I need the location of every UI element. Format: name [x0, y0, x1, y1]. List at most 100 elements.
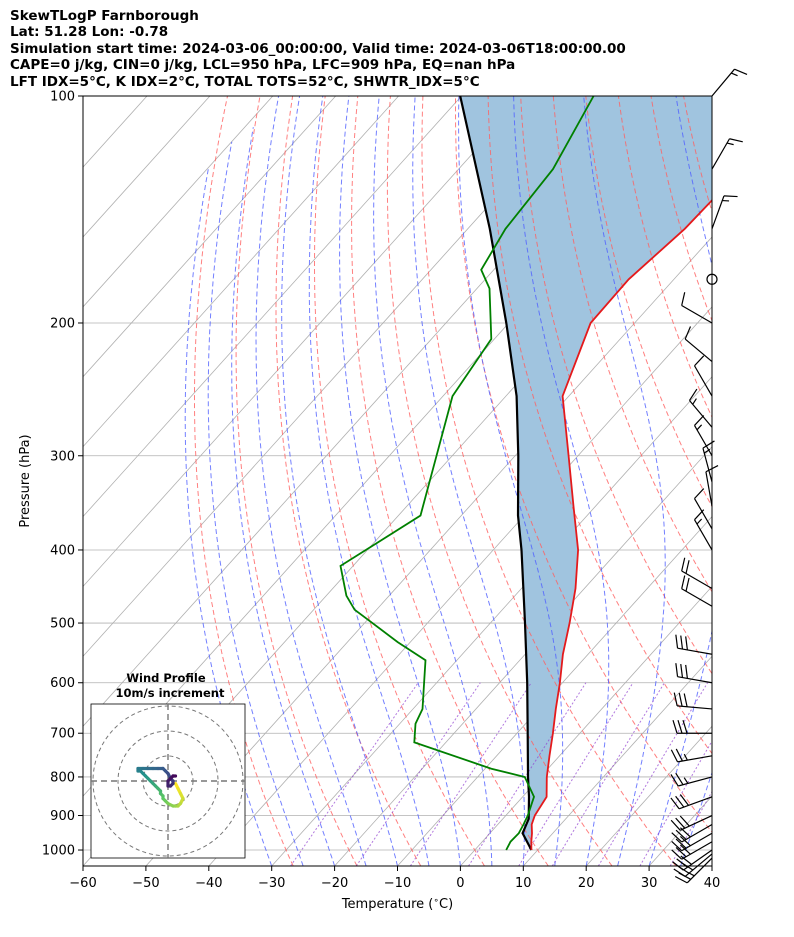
moist-adiabat: [339, 96, 461, 866]
dry-adiabat: [781, 96, 794, 866]
wind-barb: [681, 292, 713, 324]
moist-adiabat: [281, 96, 398, 866]
isotherm-line: [83, 96, 588, 657]
wind-barb: [675, 634, 713, 655]
cape-cin-fill: [460, 96, 712, 850]
y-tick-label: 600: [50, 676, 75, 691]
mixing-ratio-line: [409, 682, 532, 866]
wind-barb: [702, 440, 715, 483]
mixing-ratio-line: [669, 790, 712, 866]
x-axis-label: Temperature (∘C): [341, 896, 453, 912]
x-tick-label: −40: [195, 876, 222, 891]
wind-barb: [671, 832, 713, 852]
wind-barb: [705, 465, 719, 507]
x-tick-label: −50: [132, 876, 159, 891]
moist-adiabat: [184, 169, 273, 866]
isotherm-line: [585, 725, 712, 866]
cape-area: [460, 96, 712, 850]
y-tick-label: 200: [50, 316, 75, 331]
moist-adiabat: [513, 96, 610, 866]
wind-barb: [706, 273, 718, 285]
wind-barb: [711, 195, 738, 229]
wind-barb: [670, 772, 713, 787]
dry-adiabat: [585, 96, 712, 508]
chart-header: SkewTLogP Farnborough Lat: 51.28 Lon: -0…: [10, 8, 626, 90]
isotherm-line: [271, 376, 712, 866]
wind-barb: [681, 557, 713, 590]
wind-barbs: [670, 68, 748, 884]
mixing-ratio-line: [355, 682, 481, 866]
mixing-ratio-line: [597, 682, 709, 866]
wind-barb: [711, 68, 748, 97]
dry-adiabat: [194, 96, 294, 866]
adiabat-lines: [184, 96, 794, 866]
wind-barb: [693, 355, 713, 397]
moist-adiabat: [207, 141, 304, 866]
x-tick-label: −60: [69, 876, 96, 891]
isotherm-line: [83, 96, 525, 588]
wind-barb: [688, 388, 713, 428]
dewpoint-profile-line: [339, 96, 595, 851]
mixing-ratio-line: [468, 682, 587, 866]
x-tick-label: −30: [258, 876, 285, 891]
wind-barb: [681, 575, 713, 607]
isotherm-line: [83, 96, 211, 238]
wind-barb: [670, 814, 713, 831]
wind-barb: [693, 488, 713, 530]
y-tick-label: 400: [50, 543, 75, 558]
wind-barb: [675, 663, 713, 684]
wind-barb: [684, 326, 713, 363]
convective-parameters: CAPE=0 j/kg, CIN=0 j/kg, LCL=950 hPa, LF…: [10, 57, 516, 74]
wind-barb: [672, 720, 712, 734]
chart-title: SkewTLogP Farnborough: [10, 8, 199, 24]
x-tick-label: 20: [578, 876, 595, 891]
isotherm-line: [711, 865, 712, 866]
y-axis-label: Pressure (hPa): [18, 434, 33, 527]
y-tick-label: 900: [50, 809, 75, 824]
isotherm-line: [83, 96, 274, 308]
moist-adiabat: [308, 96, 430, 866]
y-tick-label: 800: [50, 770, 75, 785]
moist-adiabat: [711, 864, 712, 866]
y-tick-label: 100: [50, 90, 75, 105]
hodograph-ring: [117, 730, 219, 832]
isotherm-line: [523, 655, 712, 866]
isotherm-line: [397, 515, 712, 866]
dry-adiabat: [235, 96, 358, 866]
isotherm-line: [83, 96, 399, 448]
x-tick-label: −10: [384, 876, 411, 891]
sounding-profiles: [339, 96, 712, 851]
dry-adiabat: [749, 96, 794, 866]
isotherm-line: [145, 236, 712, 866]
moist-adiabat: [255, 96, 367, 866]
wind-barb: [672, 849, 713, 871]
mixing-ratio-line: [518, 682, 634, 866]
moist-adiabat: [373, 96, 493, 866]
x-tick-label: 0: [456, 876, 464, 891]
dry-adiabat: [455, 96, 712, 833]
y-tick-label: 300: [50, 449, 75, 464]
mixing-ratio-line: [551, 682, 665, 866]
isotherm-line: [460, 585, 712, 866]
wind-barb: [671, 841, 713, 860]
wind-barb: [673, 692, 713, 710]
wind-barb: [670, 748, 713, 763]
hodograph-title: Wind Profile: [126, 671, 206, 685]
hodograph-inset: Wind Profile 10m/s increment: [90, 671, 246, 859]
wind-barb: [670, 794, 713, 810]
wind-barb: [693, 415, 713, 457]
moist-adiabat: [458, 96, 564, 866]
moist-adiabat: [583, 96, 666, 866]
x-tick-label: 40: [704, 876, 721, 891]
dry-adiabat: [520, 96, 712, 675]
x-tick-label: 30: [641, 876, 658, 891]
hodograph-subtitle: 10m/s increment: [116, 686, 225, 700]
dry-adiabat: [716, 96, 794, 866]
dry-adiabat: [351, 96, 549, 866]
axes-ticks: −60 −50 −40 −30 −20 −10 0 10 20 30 40 1000 900 800 700…: [42, 90, 720, 892]
dry-adiabat: [314, 96, 485, 866]
moist-adiabat: [680, 771, 712, 866]
x-tick-label: −20: [321, 876, 348, 891]
station-latlon: Lat: 51.28 Lon: -0.78: [10, 24, 169, 41]
